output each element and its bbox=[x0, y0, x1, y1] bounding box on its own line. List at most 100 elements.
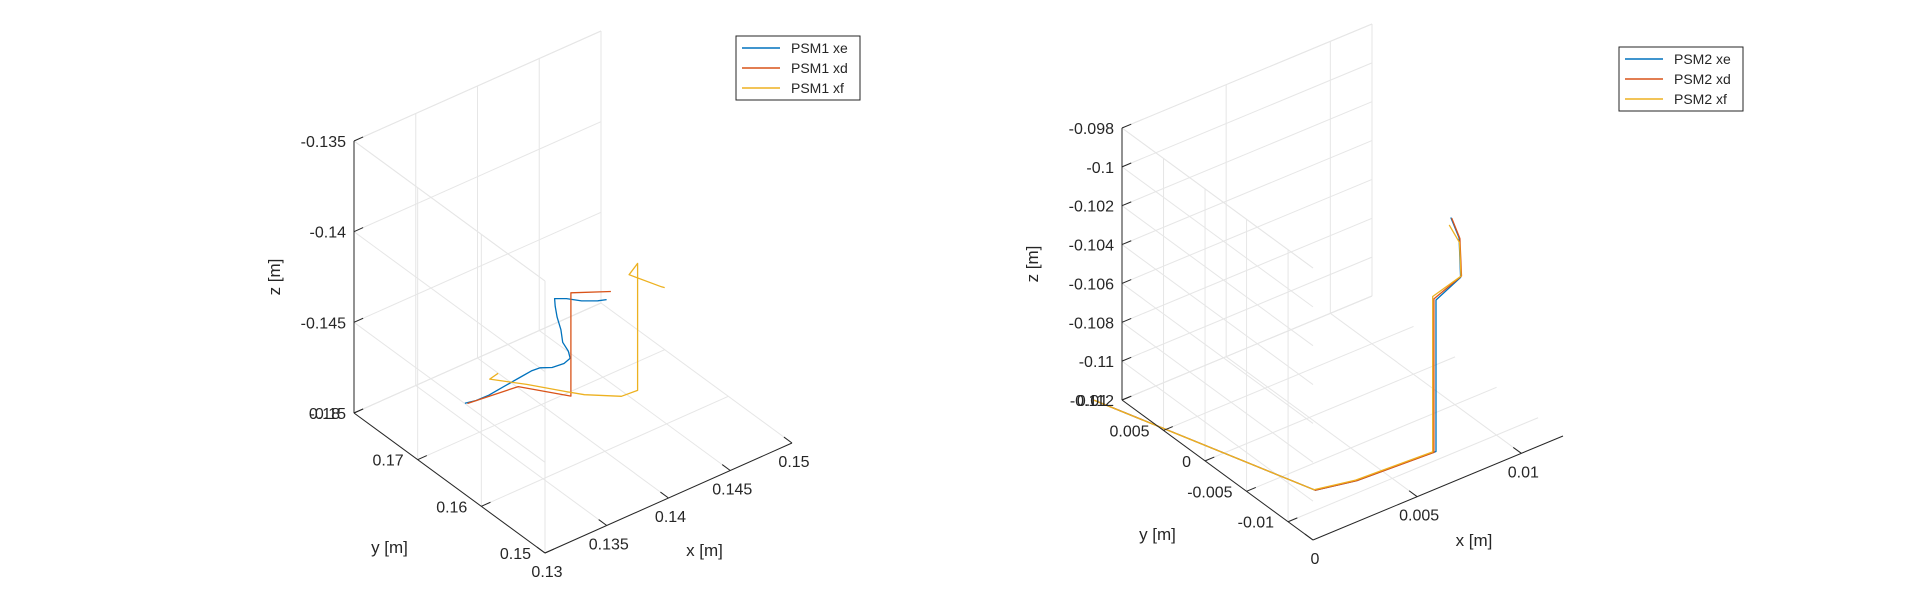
z-tick-label: -0.108 bbox=[1069, 315, 1114, 332]
y-axis-line bbox=[353, 412, 546, 554]
y-tick bbox=[544, 548, 555, 554]
legend: PSM1 xe PSM1 xd PSM1 xf bbox=[735, 35, 861, 101]
z-tick bbox=[1121, 317, 1132, 323]
x-tick bbox=[1304, 533, 1314, 541]
series-line-1 bbox=[1094, 217, 1462, 491]
z-tick bbox=[353, 317, 364, 323]
z-axis-label: z [m] bbox=[265, 259, 284, 296]
x-tick-label: 0.15 bbox=[778, 454, 809, 471]
x-tick bbox=[721, 464, 731, 471]
legend-entry: PSM2 xf bbox=[1674, 91, 1727, 107]
z-tick-label: -0.11 bbox=[1079, 354, 1114, 371]
box-edge bbox=[1121, 295, 1373, 401]
y-tick bbox=[417, 455, 428, 461]
z-tick bbox=[1121, 162, 1132, 168]
y-tick-label: -0.005 bbox=[1187, 484, 1232, 501]
z-tick-label: -0.098 bbox=[1069, 121, 1114, 138]
box-edge bbox=[1121, 127, 1314, 269]
box-edge bbox=[353, 140, 546, 282]
x-tick-label: 0.145 bbox=[712, 482, 752, 499]
x-tick bbox=[660, 491, 669, 499]
z-tick-label: -0.112 bbox=[1070, 393, 1114, 410]
series-line-2 bbox=[1094, 217, 1463, 491]
x-axis-label: x [m] bbox=[1456, 531, 1493, 550]
x-tick bbox=[783, 436, 793, 444]
x-tick-label: 0.01 bbox=[1508, 464, 1539, 481]
grid-line-z bbox=[1121, 360, 1314, 502]
x-tick-label: 0.14 bbox=[655, 509, 686, 526]
grid-line-x bbox=[415, 385, 608, 526]
grid-line-z bbox=[1121, 244, 1314, 385]
z-tick-label: -0.104 bbox=[1069, 238, 1114, 255]
box-edge bbox=[353, 302, 602, 414]
grid-line-y bbox=[1204, 356, 1456, 462]
y-tick-label: 0.18 bbox=[309, 406, 340, 423]
legend: PSM2 xe PSM2 xd PSM2 xf bbox=[1618, 46, 1744, 112]
x-tick-label: 0.135 bbox=[589, 537, 629, 554]
y-tick-label: 0.16 bbox=[436, 499, 467, 516]
box-edge bbox=[1121, 23, 1373, 129]
z-tick-label: -0.14 bbox=[310, 225, 347, 242]
grid-line-z bbox=[1121, 205, 1314, 347]
grid-line-y bbox=[481, 395, 729, 507]
y-tick bbox=[1246, 487, 1256, 492]
plot-psm1: 0.130.1350.140.1450.150.150.160.170.18-0… bbox=[265, 30, 861, 581]
grid-line-z bbox=[1121, 321, 1314, 463]
y-axis-label: y [m] bbox=[371, 538, 408, 557]
y-tick-label: -0.01 bbox=[1238, 515, 1275, 532]
grid-line-x bbox=[477, 357, 669, 499]
z-tick bbox=[1121, 395, 1132, 401]
z-tick-label: -0.1 bbox=[1086, 160, 1114, 177]
grid-line-z bbox=[1121, 178, 1373, 284]
y-tick-label: 0.15 bbox=[500, 546, 531, 563]
grid-line-z bbox=[353, 231, 546, 373]
z-tick bbox=[1121, 123, 1132, 129]
z-tick-label: -0.145 bbox=[301, 315, 346, 332]
z-tick bbox=[353, 227, 364, 233]
z-tick bbox=[353, 136, 364, 142]
grid-line-z bbox=[1121, 140, 1373, 246]
grid-line-z bbox=[353, 211, 602, 323]
series-line-1 bbox=[464, 297, 607, 404]
grid-line-x bbox=[1225, 356, 1418, 498]
z-tick-label: -0.102 bbox=[1069, 199, 1114, 216]
x-tick-label: 0.13 bbox=[531, 564, 562, 581]
legend-entry: PSM1 xd bbox=[791, 60, 848, 76]
z-tick bbox=[353, 408, 364, 414]
grid-line-y bbox=[1287, 417, 1539, 523]
box-edge bbox=[353, 30, 602, 142]
grid-line-y bbox=[1246, 386, 1497, 492]
grid-line-z bbox=[1121, 62, 1373, 168]
y-tick-label: 0.17 bbox=[373, 453, 404, 470]
y-axis-label: y [m] bbox=[1139, 525, 1176, 544]
plot-psm2: 00.0050.01-0.01-0.00500.0050.01-0.112-0.… bbox=[1023, 23, 1744, 568]
y-tick bbox=[481, 501, 491, 507]
x-tick-label: 0 bbox=[1311, 551, 1320, 568]
grid-line-y bbox=[417, 349, 665, 461]
series-line-2 bbox=[467, 290, 611, 405]
y-tick-label: 0.005 bbox=[1109, 423, 1149, 440]
y-tick-label: 0 bbox=[1182, 454, 1191, 471]
legend-entry: PSM1 xe bbox=[791, 40, 848, 56]
series-line-3 bbox=[1093, 224, 1462, 491]
grid-line-x bbox=[1330, 312, 1522, 454]
x-tick-label: 0.005 bbox=[1399, 508, 1439, 525]
legend-entry: PSM1 xf bbox=[791, 80, 844, 96]
z-tick bbox=[1121, 240, 1132, 246]
x-tick bbox=[1512, 447, 1522, 454]
z-tick bbox=[1121, 279, 1132, 284]
y-tick-label: 0.01 bbox=[1077, 393, 1108, 410]
grid-line-y bbox=[1163, 325, 1414, 431]
grid-line-z bbox=[1121, 217, 1373, 323]
x-tick bbox=[536, 546, 546, 554]
z-tick-label: -0.15 bbox=[310, 406, 347, 423]
grid-line-z bbox=[1121, 101, 1373, 207]
grid-line-z bbox=[1121, 166, 1314, 308]
z-axis-label: z [m] bbox=[1023, 246, 1042, 283]
x-tick bbox=[1408, 490, 1418, 498]
y-tick bbox=[1163, 426, 1173, 431]
legend-entry: PSM2 xd bbox=[1674, 71, 1731, 87]
x-tick bbox=[598, 519, 608, 526]
legend-entry: PSM2 xe bbox=[1674, 51, 1731, 67]
